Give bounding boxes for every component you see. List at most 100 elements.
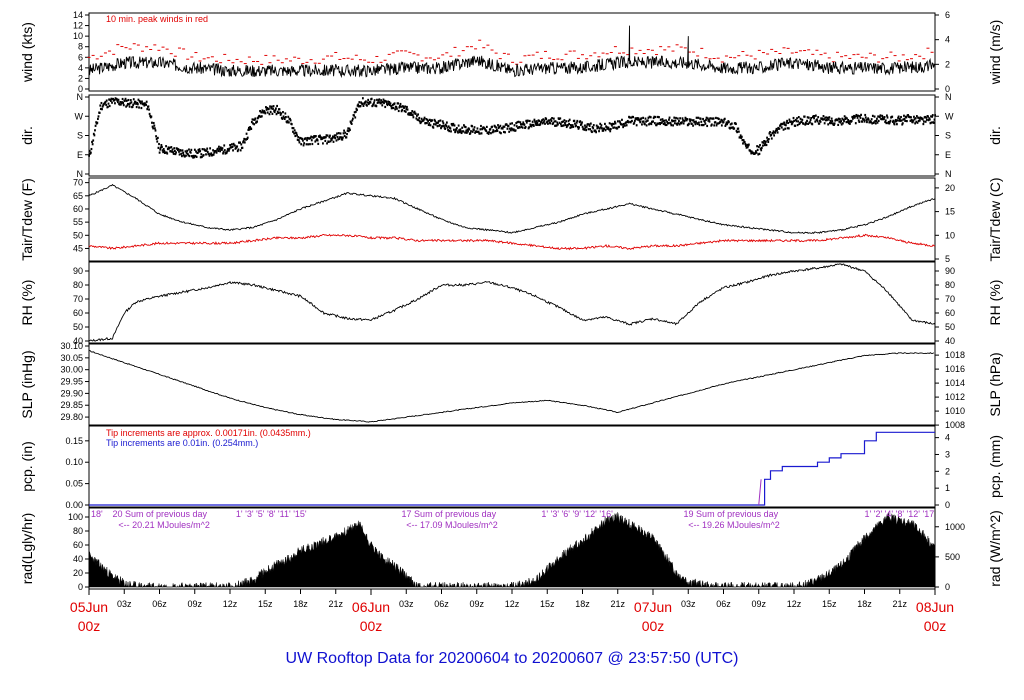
dir-point <box>449 127 452 130</box>
dir-point <box>156 136 159 140</box>
dir-point <box>388 100 391 104</box>
dir-point <box>829 119 832 123</box>
dir-point <box>754 151 757 155</box>
dir-point <box>699 117 702 120</box>
dir-point <box>562 120 565 123</box>
dir-point <box>275 113 278 116</box>
dir-point <box>127 98 130 102</box>
dir-point <box>746 143 748 147</box>
rad-right-tick-label: 500 <box>945 552 960 562</box>
dir-point <box>813 115 816 118</box>
dir-point <box>409 111 412 115</box>
dir-point <box>538 119 541 123</box>
dir-point <box>735 122 737 126</box>
dir-point <box>384 105 387 109</box>
dir-point <box>741 138 744 142</box>
dir-point <box>439 119 442 122</box>
dir-point <box>473 126 476 129</box>
dir-point <box>273 110 276 114</box>
dir-point <box>796 123 799 127</box>
dir-point <box>642 120 645 123</box>
dir-point <box>878 116 881 119</box>
dir-point <box>333 136 335 139</box>
dir-point <box>253 118 256 121</box>
dir-point <box>739 136 741 139</box>
dir-point <box>165 145 167 148</box>
dir-point <box>125 99 128 102</box>
dir-point <box>354 110 357 113</box>
dir-point <box>323 136 326 139</box>
dir-point <box>554 120 557 123</box>
dir-point <box>437 120 440 123</box>
dir-point <box>884 120 887 124</box>
dir-point <box>438 124 441 127</box>
dir-point <box>392 106 395 110</box>
dir-point <box>321 137 324 140</box>
dir-point <box>599 122 602 125</box>
dir-point <box>115 97 118 101</box>
dir-point <box>425 118 428 121</box>
dir-point <box>230 143 233 146</box>
dir-point <box>672 119 675 122</box>
dir-point <box>170 146 173 149</box>
dir-point <box>656 115 659 119</box>
dir-point <box>604 122 606 126</box>
dir-point <box>721 119 724 122</box>
dir-point <box>107 102 110 105</box>
dir-point <box>534 122 537 125</box>
dir-point <box>516 121 519 124</box>
dir-point <box>685 119 688 122</box>
dir-point <box>275 107 277 110</box>
wind-right-tick-label: 6 <box>945 10 950 20</box>
dir-point <box>532 124 535 127</box>
dir-point <box>410 112 413 115</box>
dir-point <box>182 151 184 154</box>
dir-point <box>892 119 895 122</box>
dir-point <box>621 123 624 126</box>
dir-point <box>927 115 929 118</box>
dir-point <box>760 146 763 149</box>
dir-point <box>407 112 410 115</box>
dir-point <box>589 128 592 131</box>
dir-point <box>548 119 551 122</box>
dir-point <box>216 147 219 150</box>
dir-point <box>300 143 303 146</box>
dir-point <box>542 121 545 124</box>
dir-point <box>668 118 670 121</box>
dir-point <box>418 116 421 120</box>
dir-point <box>261 109 264 112</box>
dir-point <box>837 117 840 120</box>
dir-point <box>406 108 409 111</box>
dir-point <box>904 119 907 122</box>
dir-point <box>521 126 524 129</box>
rad-sum-label: 19 Sum of previous day <box>684 509 779 519</box>
dir-point <box>732 126 734 129</box>
dir-point <box>500 132 502 135</box>
dir-point <box>881 116 884 119</box>
dir-point <box>401 108 404 111</box>
dir-point <box>242 141 244 144</box>
dir-point <box>621 118 623 121</box>
dir-point <box>287 121 290 124</box>
dir-point <box>824 116 827 119</box>
dir-point <box>187 154 190 157</box>
temp-right-tick-label: 20 <box>945 183 955 193</box>
tip-increment-red-note: Tip increments are approx. 0.00171in. (0… <box>106 428 311 438</box>
dir-point <box>233 144 236 147</box>
dir-point <box>457 131 459 134</box>
dir-point <box>723 117 726 120</box>
dir-point <box>536 122 539 125</box>
dir-point <box>631 119 633 123</box>
dir-point <box>763 143 766 147</box>
dir-point <box>349 120 352 123</box>
dir-point <box>208 154 211 157</box>
dir-point <box>842 118 845 121</box>
dir-point <box>293 129 296 132</box>
x-day-date-label: 06Jun <box>352 599 390 615</box>
dir-point <box>420 121 422 124</box>
slp-right-tick-label: 1008 <box>945 420 965 430</box>
wind-left-tick-label: 2 <box>78 73 83 83</box>
dir-point <box>545 117 548 121</box>
dir-point <box>743 141 746 144</box>
